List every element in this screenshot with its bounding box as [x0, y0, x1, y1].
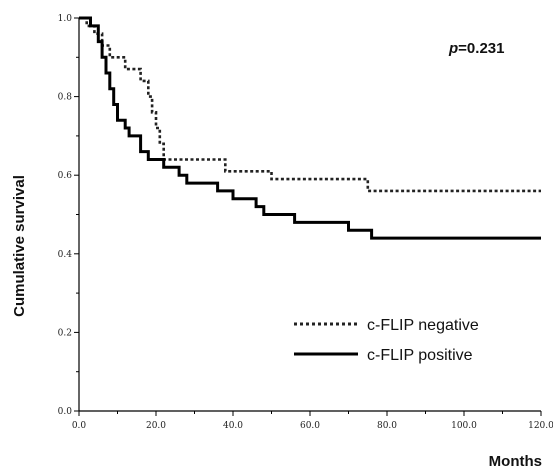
x-tick-label: 100.0	[451, 421, 477, 431]
y-tick-label: 1.0	[58, 14, 73, 24]
tick-labels: 0.0 0.2 0.4 0.6 0.8 1.0 0.0 20.0 40.0 60.0 80.0 100…	[58, 14, 553, 431]
legend-label-negative: c-FLIP negative	[367, 317, 479, 334]
tick-marks	[74, 17, 542, 416]
y-tick-label: 0.2	[58, 328, 72, 338]
y-tick-label: 0.6	[58, 171, 73, 181]
series-line-positive	[79, 16, 541, 240]
legend: c-FLIP negative c-FLIP positive	[294, 317, 479, 364]
x-tick-label: 120.0	[528, 421, 553, 431]
p-symbol: p	[448, 40, 458, 57]
legend-label-positive: c-FLIP positive	[367, 347, 473, 364]
p-value: =0.231	[458, 40, 504, 57]
y-axis-label: Cumulative survival	[11, 175, 28, 317]
y-tick-label: 0.0	[58, 407, 73, 417]
y-tick-label: 0.4	[58, 250, 73, 260]
x-tick-label: 80.0	[377, 421, 397, 431]
x-axis-label: Months	[489, 453, 542, 470]
x-tick-label: 40.0	[223, 421, 243, 431]
x-tick-label: 0.0	[72, 421, 87, 431]
y-tick-label: 0.8	[58, 93, 73, 103]
x-tick-label: 20.0	[146, 421, 166, 431]
series-layer	[79, 16, 541, 240]
p-value-annotation: p=0.231	[448, 40, 504, 57]
series-line-negative	[79, 16, 541, 193]
x-tick-label: 60.0	[300, 421, 320, 431]
